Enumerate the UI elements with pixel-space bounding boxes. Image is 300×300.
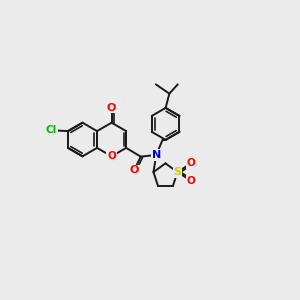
Text: N: N bbox=[152, 150, 161, 160]
Text: S: S bbox=[173, 167, 181, 177]
Text: Cl: Cl bbox=[46, 125, 57, 135]
Text: O: O bbox=[187, 158, 196, 168]
Text: O: O bbox=[107, 103, 116, 112]
Text: O: O bbox=[107, 151, 116, 161]
Text: O: O bbox=[129, 165, 139, 176]
Text: O: O bbox=[187, 176, 196, 186]
